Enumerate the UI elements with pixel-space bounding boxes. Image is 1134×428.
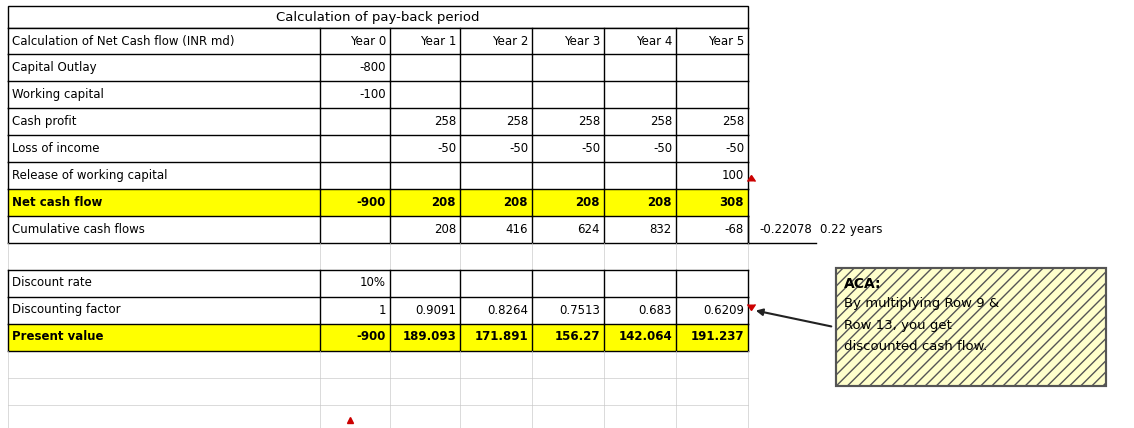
Text: Cash profit: Cash profit: [12, 115, 76, 128]
Text: ACA:: ACA:: [844, 277, 881, 291]
Bar: [748, 216, 816, 243]
Bar: [8, 351, 748, 378]
Text: -50: -50: [437, 142, 456, 155]
Bar: [8, 243, 748, 270]
Text: 258: 258: [650, 115, 672, 128]
Text: 171.891: 171.891: [474, 330, 528, 344]
Text: 208: 208: [575, 196, 600, 208]
Bar: [8, 405, 748, 428]
Bar: [8, 297, 748, 324]
Text: Release of working capital: Release of working capital: [12, 169, 168, 181]
Text: 10%: 10%: [359, 276, 386, 289]
Text: 142.064: 142.064: [618, 330, 672, 344]
Text: -50: -50: [581, 142, 600, 155]
Text: Discounting factor: Discounting factor: [12, 303, 120, 316]
Text: 308: 308: [719, 196, 744, 208]
Bar: [8, 81, 748, 108]
Text: 191.237: 191.237: [691, 330, 744, 344]
Text: 0.22 years: 0.22 years: [820, 223, 882, 235]
Text: 1: 1: [379, 303, 386, 316]
Text: -0.22078: -0.22078: [760, 223, 812, 235]
Text: -800: -800: [359, 60, 386, 74]
Text: 0.7513: 0.7513: [559, 303, 600, 316]
Text: By multiplying Row 9 &: By multiplying Row 9 &: [844, 297, 999, 309]
Text: Year 3: Year 3: [564, 35, 600, 48]
Text: Calculation of pay-back period: Calculation of pay-back period: [277, 11, 480, 24]
Text: 208: 208: [433, 223, 456, 235]
Text: Net cash flow: Net cash flow: [12, 196, 102, 208]
Text: Year 0: Year 0: [349, 35, 386, 48]
Text: 208: 208: [503, 196, 528, 208]
Text: 258: 258: [577, 115, 600, 128]
Text: 832: 832: [650, 223, 672, 235]
Text: 0.6209: 0.6209: [703, 303, 744, 316]
Text: 258: 258: [506, 115, 528, 128]
Text: 0.9091: 0.9091: [415, 303, 456, 316]
Text: -50: -50: [653, 142, 672, 155]
Text: Year 4: Year 4: [636, 35, 672, 48]
Text: Row 13, you get: Row 13, you get: [844, 318, 951, 332]
Bar: [8, 108, 748, 135]
Text: 0.683: 0.683: [638, 303, 672, 316]
Text: 189.093: 189.093: [403, 330, 456, 344]
Text: 416: 416: [506, 223, 528, 235]
Text: Year 2: Year 2: [492, 35, 528, 48]
Text: -50: -50: [725, 142, 744, 155]
Text: Year 5: Year 5: [708, 35, 744, 48]
Bar: [8, 270, 748, 297]
Text: 208: 208: [648, 196, 672, 208]
Text: -900: -900: [356, 330, 386, 344]
Text: Year 1: Year 1: [420, 35, 456, 48]
Bar: [8, 135, 748, 162]
Bar: [8, 378, 748, 405]
Text: Working capital: Working capital: [12, 87, 104, 101]
Text: 0.8264: 0.8264: [486, 303, 528, 316]
Text: 258: 258: [721, 115, 744, 128]
Text: 100: 100: [721, 169, 744, 181]
Text: Present value: Present value: [12, 330, 103, 344]
Text: Loss of income: Loss of income: [12, 142, 100, 155]
Bar: [836, 268, 1106, 386]
Text: Capital Outlay: Capital Outlay: [12, 60, 96, 74]
Bar: [8, 324, 748, 351]
Text: -100: -100: [359, 87, 386, 101]
Text: 624: 624: [577, 223, 600, 235]
Bar: [8, 28, 748, 54]
Text: discounted cash flow.: discounted cash flow.: [844, 341, 988, 354]
Text: Discount rate: Discount rate: [12, 276, 92, 289]
Text: 156.27: 156.27: [555, 330, 600, 344]
Bar: [8, 216, 748, 243]
Bar: [8, 6, 748, 28]
Text: -68: -68: [725, 223, 744, 235]
Bar: [8, 189, 748, 216]
Text: -900: -900: [356, 196, 386, 208]
Text: -50: -50: [509, 142, 528, 155]
Text: 258: 258: [433, 115, 456, 128]
Text: Calculation of Net Cash flow (INR md): Calculation of Net Cash flow (INR md): [12, 35, 235, 48]
Text: 208: 208: [432, 196, 456, 208]
Bar: [8, 54, 748, 81]
Bar: [836, 268, 1106, 386]
Text: Cumulative cash flows: Cumulative cash flows: [12, 223, 145, 235]
Bar: [8, 162, 748, 189]
